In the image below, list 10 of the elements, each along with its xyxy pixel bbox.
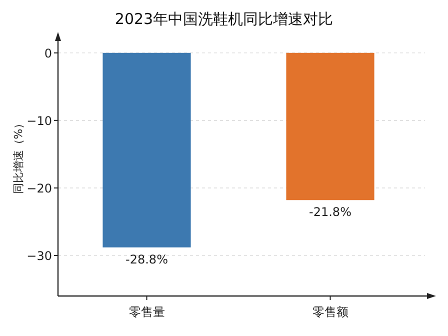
y-tick-label: −30 <box>26 248 52 263</box>
y-tick-label: 0 <box>44 46 52 60</box>
y-tick-label: −10 <box>26 114 52 128</box>
x-tick-label: 零售额 <box>312 305 348 319</box>
data-label: -28.8% <box>126 252 168 266</box>
x-tick-label: 零售量 <box>128 305 165 319</box>
chart-title: 2023年中国洗鞋机同比增速对比 <box>114 10 334 28</box>
y-tick-label: −20 <box>26 181 52 196</box>
y-axis-title: 同比增速（%） <box>12 118 25 194</box>
data-label: -21.8% <box>309 205 352 220</box>
